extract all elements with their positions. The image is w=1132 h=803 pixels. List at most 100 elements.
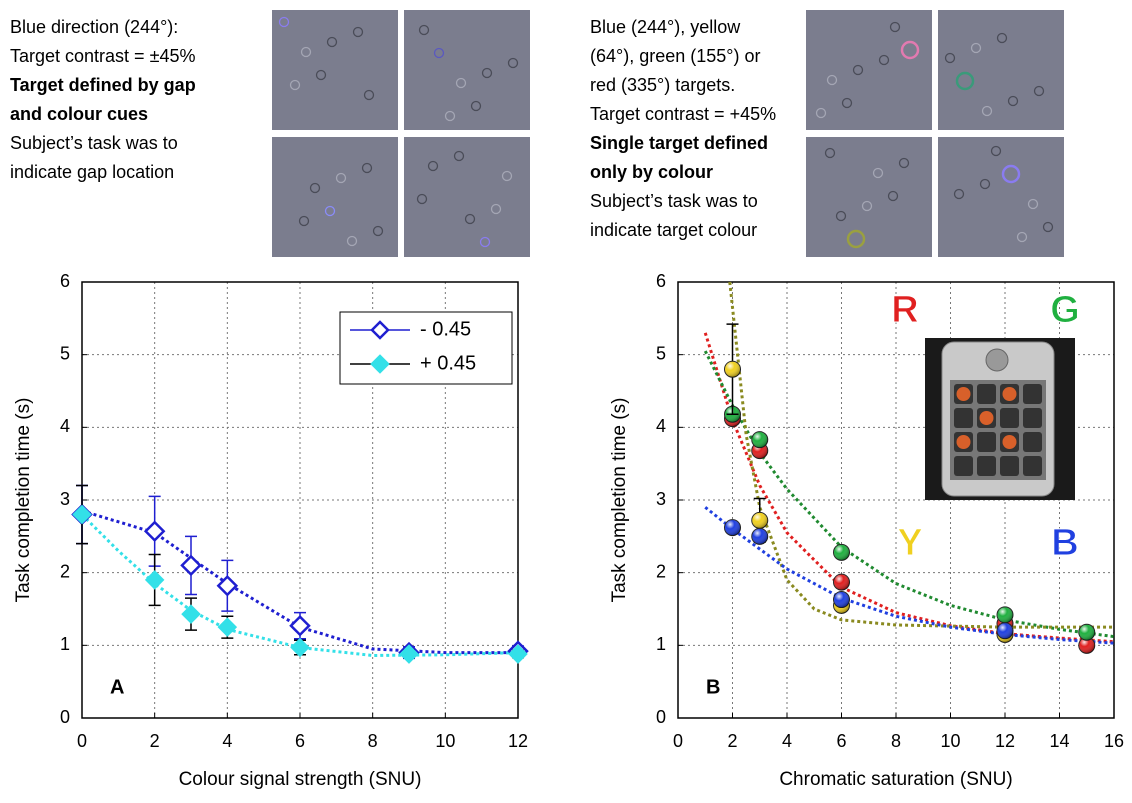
- legend-label: + 0.45: [420, 352, 476, 374]
- marker: [508, 644, 528, 664]
- description-line: (64°), green (155°) or: [590, 46, 760, 66]
- key-dot: [956, 387, 971, 401]
- stimulus-ring: [309, 182, 321, 194]
- description-line: red (335°) targets.: [590, 75, 735, 95]
- x-tick-label: 12: [508, 731, 528, 751]
- stimulus-ring: [361, 162, 373, 174]
- fit-curve: [81, 509, 518, 655]
- y-tick-label: 6: [60, 271, 70, 291]
- stimulus-ring: [507, 57, 519, 69]
- marker-shine: [833, 574, 850, 591]
- stimulus-ring: [852, 64, 864, 76]
- stimulus-ring: [455, 77, 467, 89]
- marker-shine: [1078, 624, 1095, 641]
- y-tick-label: 3: [60, 489, 70, 509]
- panel-label: B: [706, 676, 720, 698]
- stimulus-image: [272, 10, 398, 130]
- key: [1023, 384, 1042, 404]
- x-tick-label: 2: [727, 731, 737, 751]
- description-line: Blue direction (244°):: [10, 17, 178, 37]
- stimulus-ring: [1042, 221, 1054, 233]
- description-line: Blue (244°), yellow: [590, 17, 741, 37]
- series-label: G: [1050, 289, 1080, 331]
- marker: [180, 554, 202, 577]
- key: [1023, 432, 1042, 452]
- y-tick-label: 6: [656, 271, 666, 291]
- key: [1023, 408, 1042, 428]
- stimulus-ring: [416, 193, 428, 205]
- x-axis-title: Colour signal strength (SNU): [179, 769, 422, 790]
- fit-curve: [728, 281, 1114, 629]
- stimulus-image: [806, 137, 932, 257]
- description-line: and colour cues: [10, 104, 148, 124]
- key: [977, 432, 996, 452]
- marker: [289, 614, 311, 637]
- stimulus-ring: [990, 145, 1002, 157]
- x-tick-label: 4: [782, 731, 792, 751]
- stimulus-image: [938, 137, 1064, 257]
- series-label: Y: [897, 522, 922, 564]
- legend-marker: [370, 320, 390, 340]
- key: [977, 456, 996, 476]
- stimulus-ring: [1033, 85, 1045, 97]
- stimulus-ring: [278, 16, 290, 28]
- marker-shine: [751, 528, 768, 545]
- stimulus-ring: [1027, 198, 1039, 210]
- y-axis-title: Task completion time (s): [609, 398, 630, 603]
- description-line: indicate target colour: [590, 220, 757, 240]
- description-line: Target defined by gap: [10, 75, 196, 95]
- x-tick-label: 6: [295, 731, 305, 751]
- x-tick-label: 10: [435, 731, 455, 751]
- stimulus-image: [938, 10, 1064, 130]
- stimulus-ring: [861, 200, 873, 212]
- stimulus-ring: [878, 54, 890, 66]
- x-tick-label: 6: [836, 731, 846, 751]
- stimulus-ring: [835, 210, 847, 222]
- stimulus-image: [272, 137, 398, 257]
- marker: [217, 617, 238, 637]
- stimulus-image: [404, 137, 530, 257]
- stimulus-ring: [944, 52, 956, 64]
- marker: [290, 637, 310, 658]
- stimulus-ring: [841, 97, 853, 109]
- y-tick-label: 5: [60, 343, 70, 363]
- legend-marker: [370, 354, 390, 374]
- stimulus-ring: [298, 215, 310, 227]
- stimulus-ring: [953, 188, 965, 200]
- key: [1000, 408, 1019, 428]
- stimulus-ring: [846, 229, 866, 249]
- y-tick-label: 3: [656, 489, 666, 509]
- key-dot: [1002, 387, 1017, 401]
- fit-curve: [704, 506, 1115, 645]
- x-tick-label: 4: [222, 731, 232, 751]
- stimulus-ring: [363, 89, 375, 101]
- stimulus-ring: [490, 203, 502, 215]
- y-tick-label: 2: [656, 561, 666, 581]
- stimulus-ring: [346, 235, 358, 247]
- marker-shine: [833, 544, 850, 561]
- keypad-photo: [925, 338, 1075, 500]
- stimulus-ring: [464, 213, 476, 225]
- y-tick-label: 0: [656, 707, 666, 727]
- description-line: Target contrast = ±45%: [10, 46, 195, 66]
- fit-curve: [703, 332, 1115, 644]
- y-axis-title: Task completion time (s): [13, 398, 34, 603]
- series-label: R: [891, 289, 918, 331]
- y-tick-label: 2: [60, 561, 70, 581]
- stimulus-ring: [326, 36, 338, 48]
- description-line: indicate gap location: [10, 162, 174, 182]
- stimulus-ring: [470, 100, 482, 112]
- marker-shine: [751, 512, 768, 529]
- series-label: B: [1051, 522, 1078, 564]
- plot-border: [677, 281, 1115, 719]
- stimulus-ring: [427, 160, 439, 172]
- stimulus-ring: [996, 32, 1008, 44]
- marker-shine: [724, 361, 741, 378]
- stimulus-ring: [315, 69, 327, 81]
- stimulus-ring: [900, 40, 920, 60]
- stimulus-ring: [955, 71, 975, 91]
- marker-shine: [997, 606, 1013, 623]
- key: [954, 408, 973, 428]
- y-tick-label: 0: [60, 707, 70, 727]
